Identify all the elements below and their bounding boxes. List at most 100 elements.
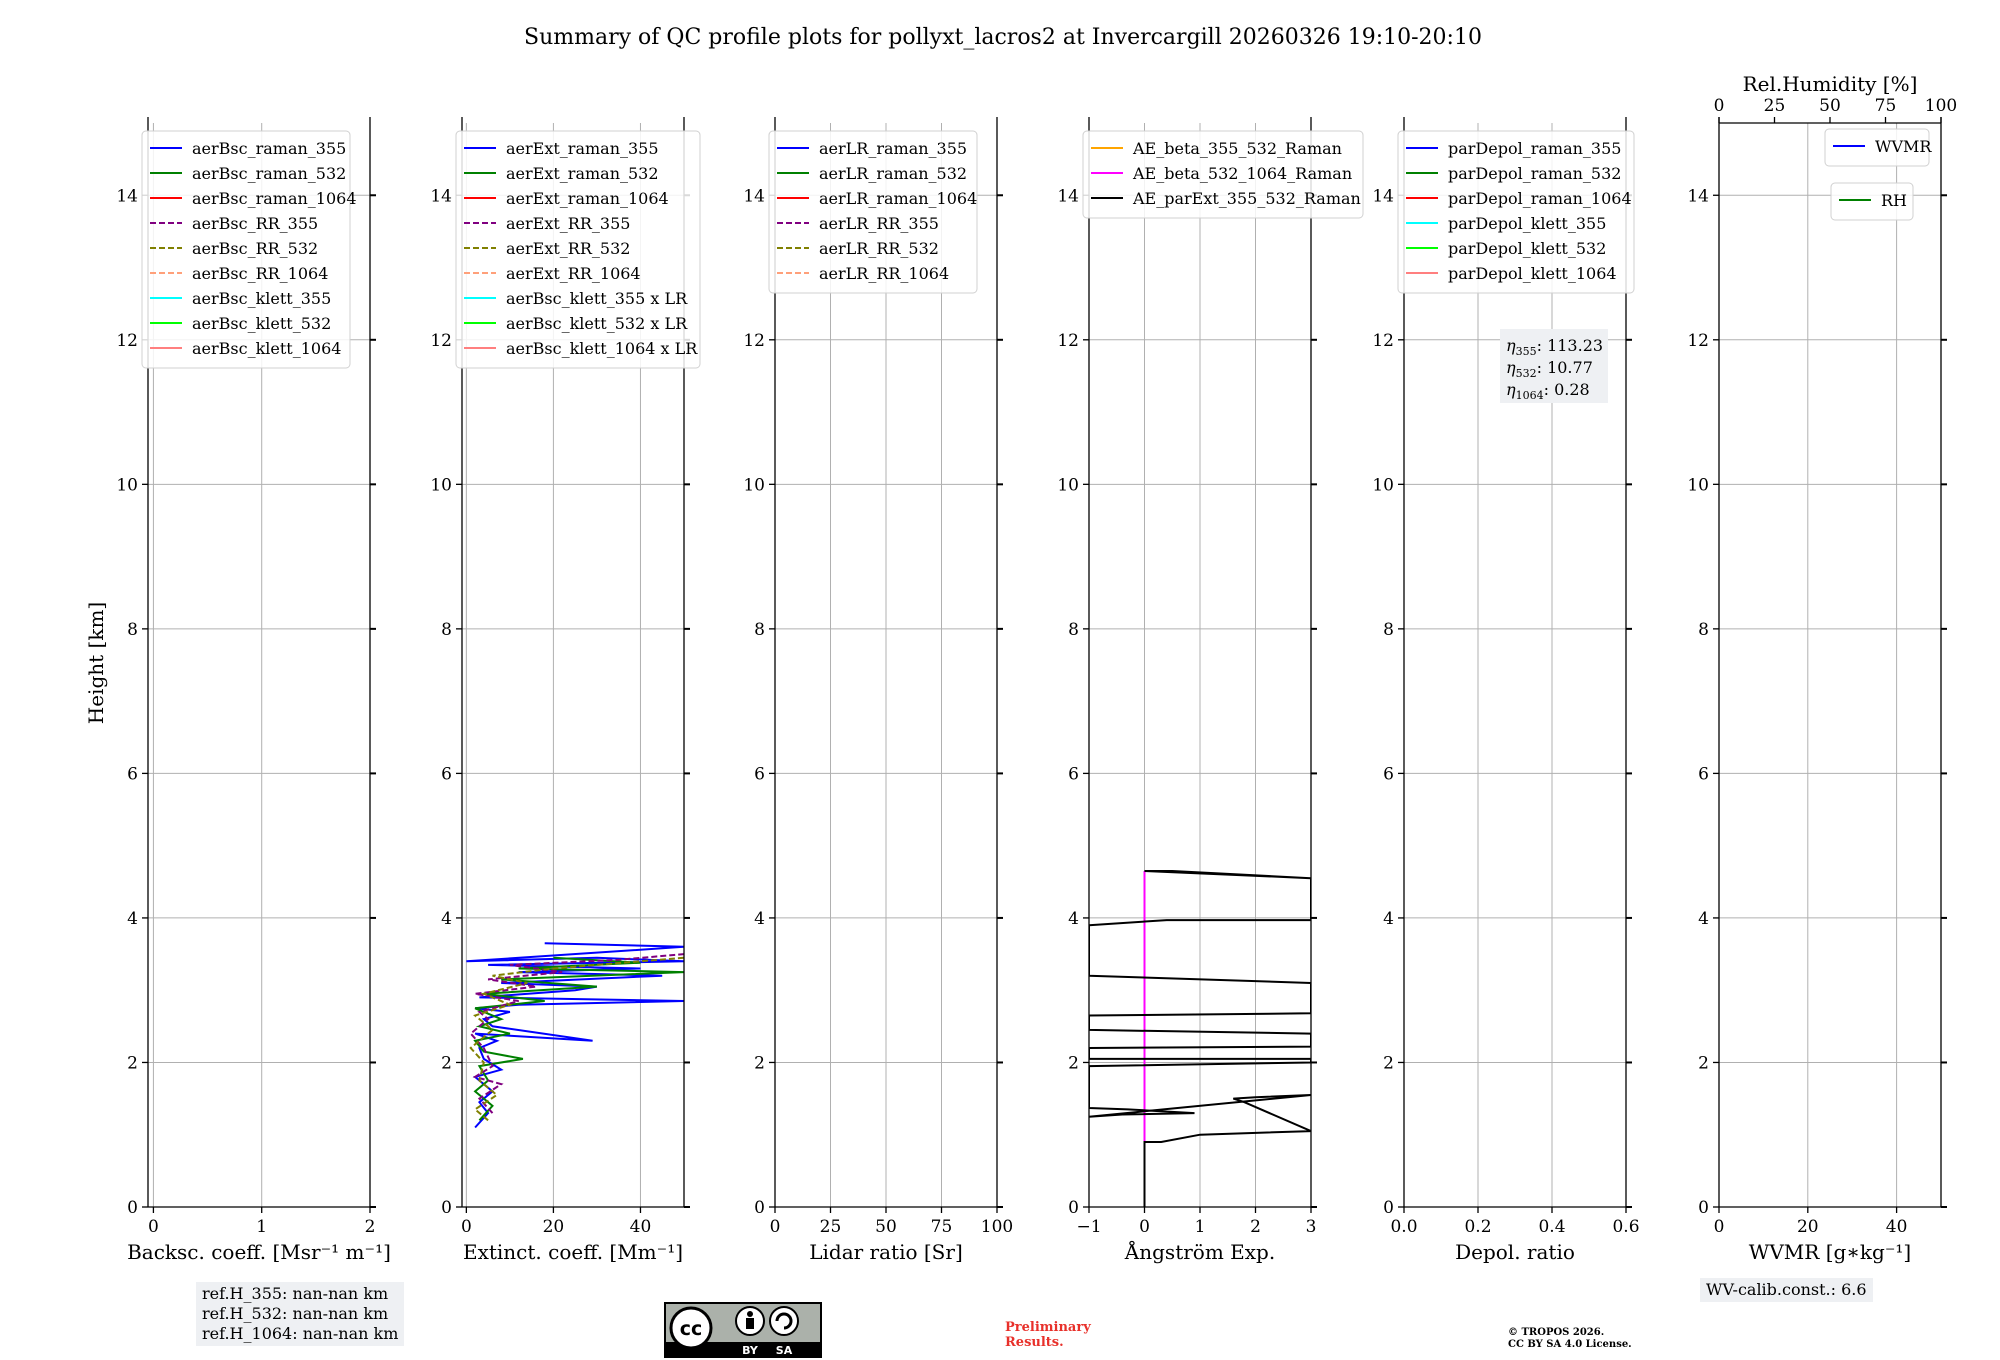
x-tick-label: 1: [256, 1217, 267, 1237]
legend-label: AE_beta_532_1064_Raman: [1132, 164, 1352, 183]
by-label: BY: [742, 1344, 759, 1357]
legend-label: RH: [1881, 191, 1907, 210]
legend-frame: [1824, 128, 1930, 167]
x-axis-label: WVMR [g∗kg⁻¹]: [1749, 1240, 1911, 1264]
y-tick-label: 8: [1068, 620, 1079, 640]
sa-share-arc: [775, 1312, 793, 1330]
legend-label: aerBsc_klett_1064: [192, 339, 341, 358]
wv-calibration-text: WV-calib.const.: 6.6: [1706, 1280, 1867, 1299]
legend-label: aerLR_RR_1064: [819, 264, 949, 283]
sa-share-icon: [769, 1306, 799, 1336]
y-tick-label: 6: [1383, 764, 1394, 784]
legend-label: aerLR_raman_1064: [819, 189, 977, 208]
x-tick-label: 40: [1886, 1217, 1908, 1237]
y-tick-label: 2: [1698, 1053, 1709, 1073]
x-tick-label: 75: [931, 1217, 953, 1237]
x-axis-label: Backsc. coeff. [Msr⁻¹ m⁻¹]: [127, 1240, 391, 1264]
legend-frame: [768, 130, 978, 294]
y-tick-label: 12: [1057, 331, 1079, 351]
eta-value: η1064: 0.28: [1506, 380, 1590, 402]
legend-label: aerBsc_raman_532: [192, 164, 346, 183]
legend-frame: [1830, 182, 1914, 221]
legend-label: aerBsc_RR_532: [192, 239, 318, 258]
x-tick-label: 1: [1195, 1217, 1206, 1237]
legend-label: aerExt_RR_1064: [506, 264, 641, 283]
preliminary-line-1: Preliminary: [1005, 1320, 1091, 1335]
y-tick-label: 12: [1687, 331, 1709, 351]
x-tick-label: 0.6: [1612, 1217, 1639, 1237]
legend-label: aerExt_raman_355: [506, 139, 659, 158]
y-tick-label: 4: [127, 909, 138, 929]
legend-label: aerLR_RR_532: [819, 239, 939, 258]
legend-label: aerLR_RR_355: [819, 214, 939, 233]
y-tick-label: 14: [1057, 186, 1079, 206]
legend-frame: [455, 130, 701, 369]
y-tick-label: 8: [1698, 620, 1709, 640]
x-tick-label: 0.4: [1538, 1217, 1565, 1237]
legend: parDepol_raman_355 parDepol_raman_532 parD…: [1397, 130, 1635, 294]
series-line-AE_parExt_355_532_Raman: [1089, 870, 1311, 1207]
legend-wvmr: WVMR: [1824, 128, 1932, 167]
y-tick-label: 10: [430, 475, 452, 495]
top-x-tick-label: 25: [1764, 96, 1786, 116]
legend-label: aerExt_RR_355: [506, 214, 630, 233]
series-line-aerExt_RR_532: [469, 956, 684, 1122]
legend-label: aerBsc_klett_1064 x LR: [506, 339, 698, 358]
y-axis-label: Height [km]: [84, 602, 108, 724]
legend-frame: [1082, 130, 1364, 219]
y-tick-label: 0: [127, 1198, 138, 1218]
preliminary-note: Preliminary Results.: [1005, 1320, 1091, 1350]
y-tick-label: 8: [441, 620, 452, 640]
top-x-axis-label: Rel.Humidity [%]: [1743, 72, 1918, 96]
top-x-tick-label: 50: [1819, 96, 1841, 116]
series-line-aerExt_raman_532: [473, 956, 684, 1121]
legend-label: parDepol_raman_355: [1448, 139, 1621, 158]
x-axis-label: Ångström Exp.: [1124, 1239, 1275, 1264]
y-tick-label: 0: [1698, 1198, 1709, 1218]
legend: AE_beta_355_532_Raman AE_beta_532_1064_Ra…: [1082, 130, 1364, 219]
y-tick-label: 2: [127, 1053, 138, 1073]
x-tick-label: 50: [875, 1217, 897, 1237]
y-tick-label: 0: [754, 1198, 765, 1218]
x-tick-label: −1: [1076, 1217, 1101, 1237]
legend-label: aerBsc_klett_355 x LR: [506, 289, 688, 308]
y-tick-label: 4: [441, 909, 452, 929]
legend-label: aerLR_raman_532: [819, 164, 967, 183]
y-tick-label: 10: [1687, 475, 1709, 495]
panel-2: 0 2 4 6 8 10 12 14 0 20 40 Extinct. coeff. [Mm⁻¹] ae…: [430, 117, 701, 1264]
y-tick-label: 10: [743, 475, 765, 495]
y-tick-label: 10: [1372, 475, 1394, 495]
legend-label: parDepol_klett_355: [1448, 214, 1606, 233]
legend-label: AE_beta_355_532_Raman: [1132, 139, 1342, 158]
panel-3: 0 2 4 6 8 10 12 14 0 25 50 75 100 Lidar ratio [Sr] aer…: [743, 117, 1013, 1264]
series-group: [466, 942, 684, 1129]
y-tick-label: 6: [1698, 764, 1709, 784]
x-tick-label: 3: [1306, 1217, 1317, 1237]
by-person-head: [747, 1311, 753, 1317]
x-tick-label: 2: [1250, 1217, 1261, 1237]
y-tick-label: 4: [1383, 909, 1394, 929]
legend-label: aerExt_RR_532: [506, 239, 630, 258]
y-tick-label: 6: [1068, 764, 1079, 784]
legend-label: aerBsc_klett_532 x LR: [506, 314, 688, 333]
y-tick-label: 12: [116, 331, 138, 351]
x-tick-label: 20: [1797, 1217, 1819, 1237]
preliminary-line-2: Results.: [1005, 1335, 1064, 1350]
x-tick-label: 0.0: [1390, 1217, 1417, 1237]
legend-rh: RH: [1830, 182, 1914, 221]
y-tick-label: 12: [743, 331, 765, 351]
y-tick-label: 14: [1687, 186, 1709, 206]
legend: aerBsc_raman_355 aerBsc_raman_532 aerBsc_r…: [141, 130, 357, 369]
y-tick-label: 8: [754, 620, 765, 640]
cc-circle-icon: [669, 1306, 713, 1350]
y-tick-label: 10: [116, 475, 138, 495]
y-tick-label: 4: [754, 909, 765, 929]
y-tick-label: 0: [1383, 1198, 1394, 1218]
series-group: [1089, 870, 1311, 1207]
y-tick-label: 14: [430, 186, 452, 206]
x-tick-label: 20: [543, 1217, 565, 1237]
x-axis-label: Lidar ratio [Sr]: [809, 1240, 963, 1264]
